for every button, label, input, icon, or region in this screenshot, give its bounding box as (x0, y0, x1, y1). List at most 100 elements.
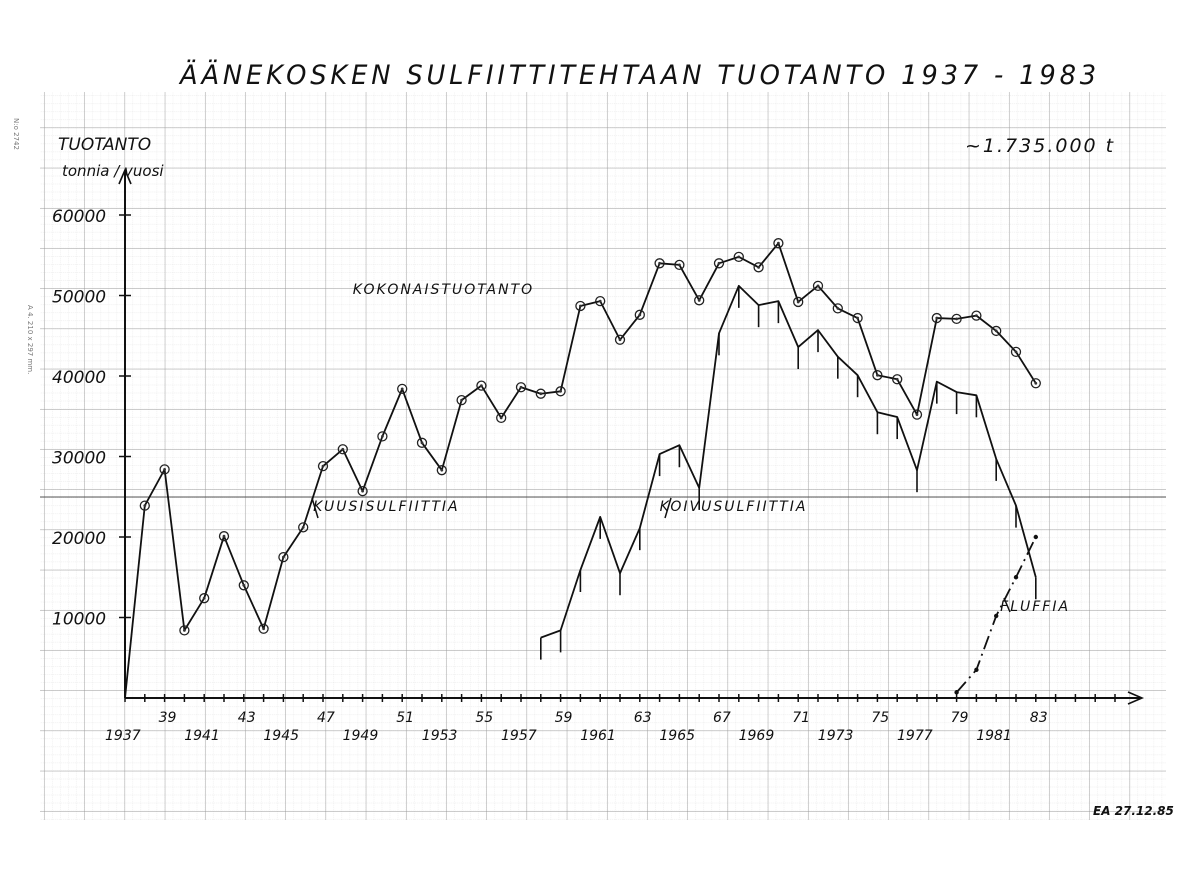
data-point-dot (282, 555, 285, 559)
data-point-dot (994, 613, 999, 619)
data-point-dot (876, 373, 879, 377)
x-tick-label-short: 63 (634, 710, 652, 726)
y-tick-labels: 10000 20000 30000 40000 50000 60000 (52, 207, 106, 630)
x-tick-label-year: 1941 (184, 728, 220, 744)
x-tick-label-short: 43 (238, 710, 256, 726)
data-point-dot (420, 441, 424, 445)
axes (118, 167, 1145, 705)
x-tick-label-year: 1953 (422, 728, 458, 744)
margin-note-top: N:o 2742 (12, 118, 20, 150)
signature: EA 27.12.85 (1093, 804, 1174, 818)
y-tick-label: 60000 (52, 207, 106, 227)
data-point-marker (793, 296, 804, 308)
data-point-dot (301, 525, 305, 529)
x-tick-label-short: 75 (871, 710, 889, 726)
data-point-marker (733, 251, 744, 263)
data-point-marker (892, 374, 903, 385)
data-point-dot (1034, 381, 1038, 385)
data-point-dot (777, 241, 780, 245)
data-point-dot (816, 284, 820, 288)
y-ticks (119, 214, 131, 619)
data-point-dot (519, 385, 523, 389)
data-point-marker (575, 300, 586, 312)
series-label: KUUSISULFIITTIA (313, 499, 460, 515)
data-point-marker (515, 382, 527, 393)
y-tick-label: 20000 (52, 529, 106, 549)
x-tick-label-short: 47 (317, 710, 335, 726)
x-tick-label-year: 1961 (580, 728, 616, 744)
series-layer (124, 238, 1041, 699)
data-point-marker (911, 409, 923, 420)
x-tick-label-short: 51 (396, 710, 414, 726)
x-tick-label-year: 1965 (659, 728, 695, 744)
data-point-dot (658, 261, 661, 265)
data-point-dot (539, 392, 543, 396)
data-point-marker (456, 394, 467, 406)
y-axis-title: TUOTANTO (58, 135, 151, 155)
data-point-dot (1033, 534, 1039, 540)
data-point-dot (678, 263, 681, 267)
data-point-dot (994, 329, 998, 333)
data-point-marker (555, 386, 566, 397)
data-point-marker (753, 262, 764, 273)
graph-paper-grid (40, 92, 1166, 820)
data-point-dot (895, 377, 899, 381)
data-point-marker (852, 312, 863, 324)
data-point-marker (317, 461, 329, 472)
data-point-marker (812, 280, 824, 291)
series-2 (954, 534, 1039, 695)
data-point-marker (832, 303, 843, 314)
total-production-note: ~1.735.000 t (965, 135, 1115, 157)
annotation-layer: KOKONAISTUOTANTO KUUSISULFIITTIA KOIVUSULF… (311, 282, 1070, 615)
data-point-dot (242, 583, 246, 587)
data-point-marker (278, 551, 289, 563)
data-point-marker (634, 309, 645, 320)
data-point-dot (717, 261, 721, 265)
data-point-dot (480, 384, 483, 388)
data-point-dot (183, 628, 186, 632)
data-point-marker (179, 625, 190, 636)
data-point-dot (955, 317, 958, 321)
data-point-dot (202, 596, 206, 600)
data-point-marker (713, 258, 725, 269)
data-point-marker (496, 412, 507, 424)
data-point-dot (559, 389, 562, 393)
data-point-dot (618, 338, 622, 342)
x-tick-label-year: 1977 (897, 728, 933, 744)
data-point-marker (1010, 346, 1022, 358)
series-label: FLUFFIA (1000, 599, 1070, 615)
x-tick-label-short: 79 (951, 710, 969, 726)
y-tick-label: 40000 (52, 368, 106, 388)
chart-title: ÄÄNEKOSKEN SULFIITTITEHTAAN TUOTANTO 193… (178, 59, 1100, 91)
x-tick-label-year: 1945 (263, 728, 299, 744)
data-point-marker (159, 464, 170, 475)
data-point-dot (796, 300, 800, 304)
data-point-marker (258, 623, 269, 634)
margin-note-side: A 4. 210 x 297 mm. (26, 305, 34, 374)
data-point-dot (163, 467, 167, 471)
data-point-dot (440, 468, 444, 472)
x-tick-label-year: 1937 (105, 728, 141, 744)
data-point-marker (694, 295, 705, 306)
x-tick-label-short: 67 (713, 710, 731, 726)
data-point-marker (377, 431, 388, 442)
data-point-dot (915, 413, 919, 417)
data-point-marker (1030, 378, 1041, 389)
y-tick-label: 50000 (52, 288, 106, 308)
data-point-dot (598, 299, 602, 303)
data-point-dot (638, 313, 642, 317)
data-point-marker (654, 258, 665, 269)
x-tick-label-year: 1957 (501, 728, 537, 744)
data-point-dot (499, 416, 503, 420)
data-point-dot (935, 316, 939, 320)
series-0 (124, 238, 1041, 699)
label-leader (664, 497, 672, 519)
data-point-marker (139, 500, 150, 511)
x-tick-label-short: 39 (159, 710, 177, 726)
data-point-dot (460, 398, 463, 402)
y-tick-label: 30000 (52, 449, 106, 469)
x-tick-label-year: 1969 (739, 728, 775, 744)
data-point-marker (416, 437, 428, 448)
data-point-marker (971, 310, 982, 321)
data-point-dot (954, 690, 959, 695)
